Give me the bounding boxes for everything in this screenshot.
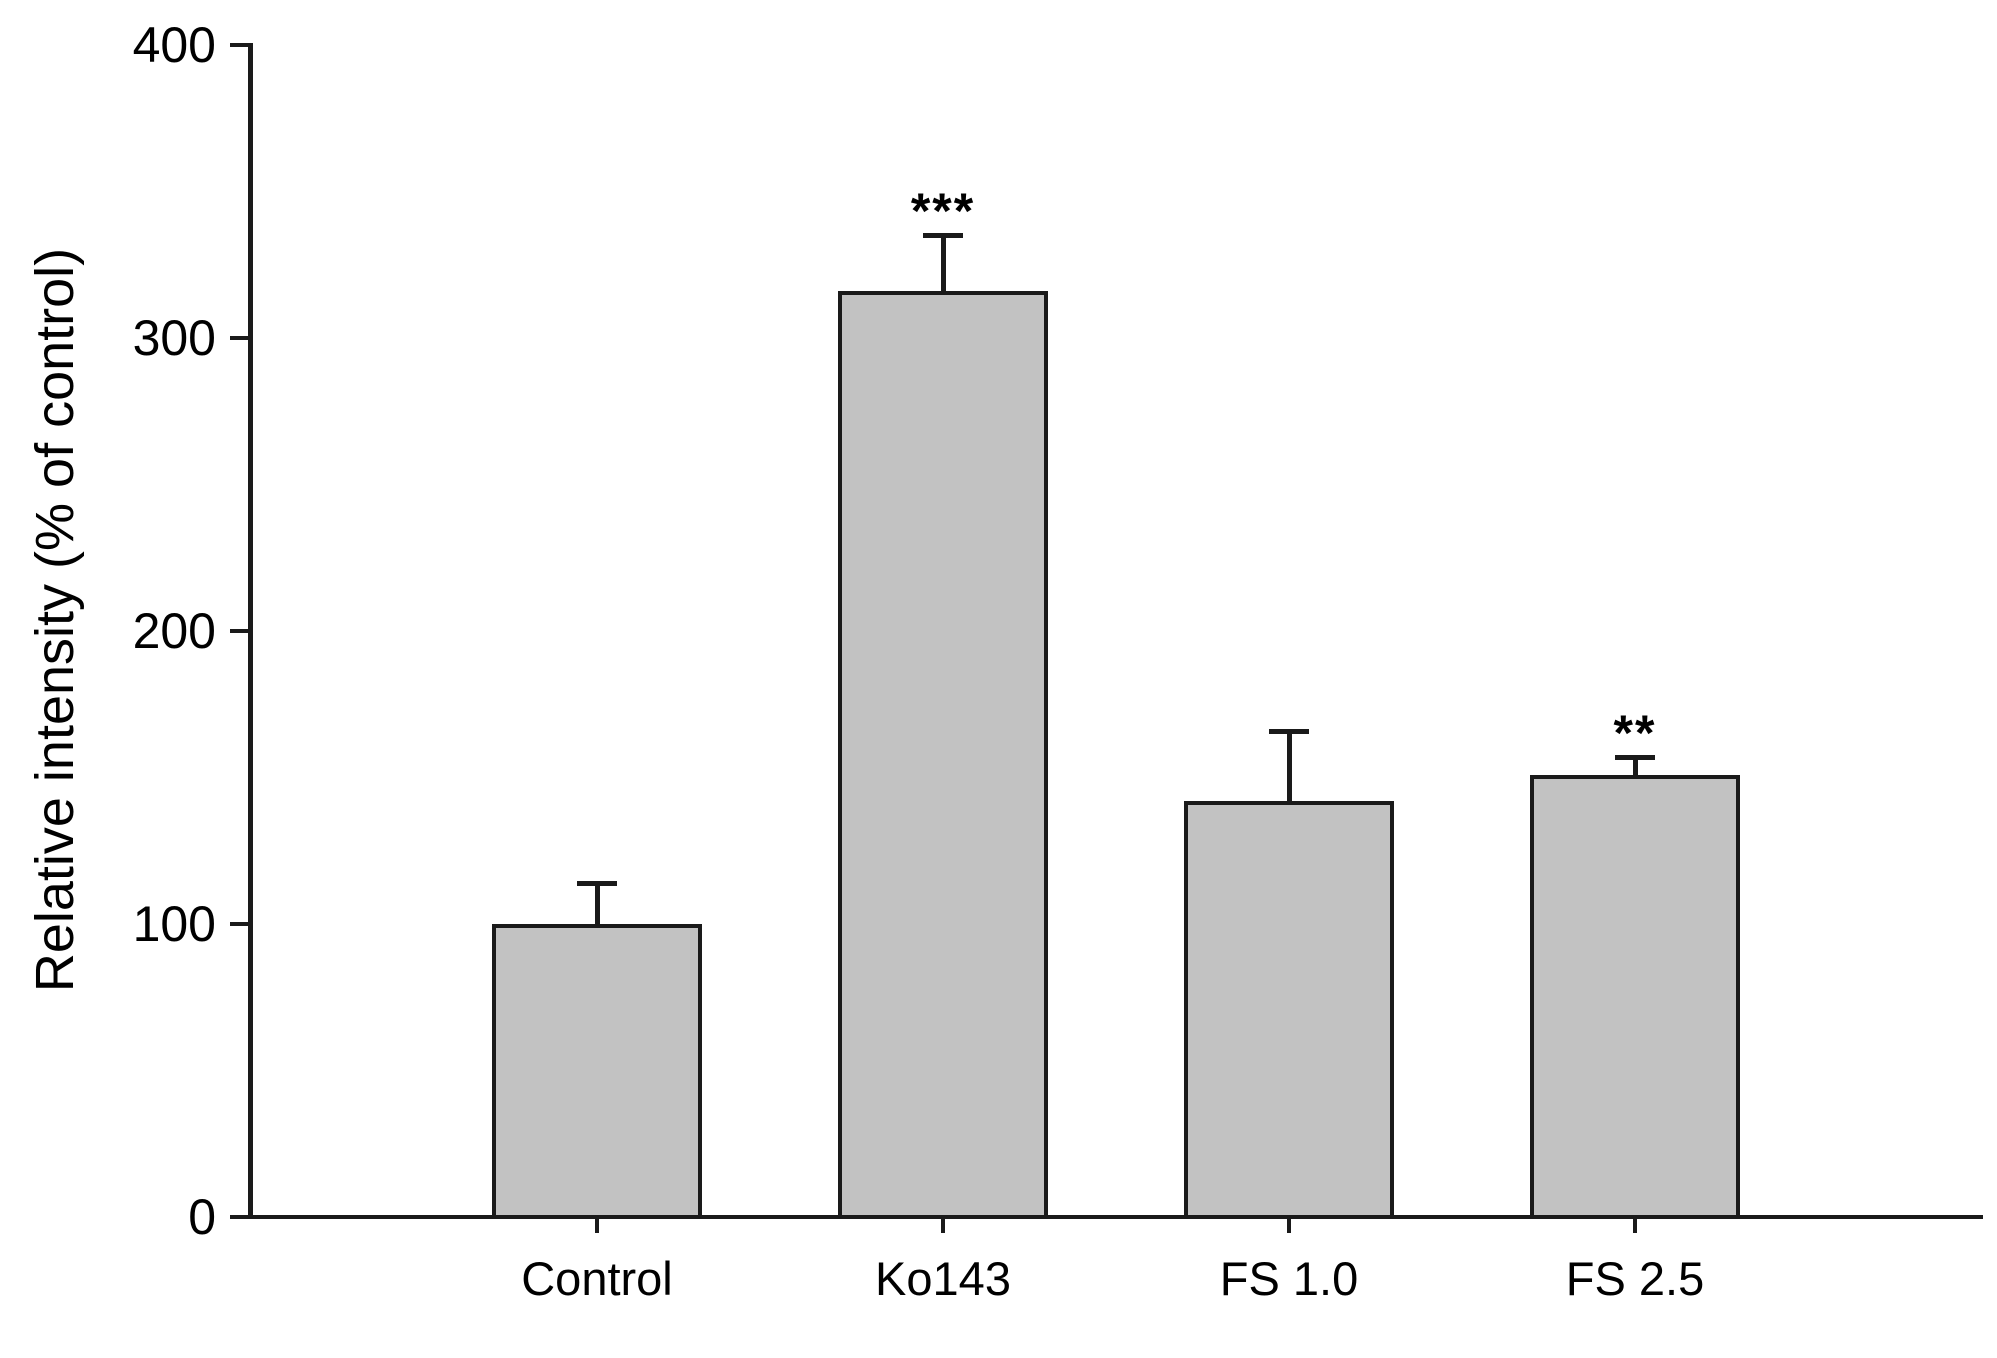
y-tick xyxy=(230,922,250,926)
category-label: Ko143 xyxy=(875,1252,1011,1305)
error-bar-cap xyxy=(1269,729,1309,734)
category-label: FS 2.5 xyxy=(1565,1252,1705,1305)
bar xyxy=(1184,801,1394,1219)
y-axis-line xyxy=(248,43,253,1219)
x-tick xyxy=(1287,1217,1291,1233)
y-tick-label: 0 xyxy=(188,1189,216,1245)
category-label: FS 1.0 xyxy=(1219,1252,1359,1305)
y-tick xyxy=(230,629,250,633)
x-tick xyxy=(1633,1217,1637,1233)
significance-label: ** xyxy=(1613,705,1657,761)
y-tick xyxy=(230,336,250,340)
y-tick xyxy=(230,43,250,47)
y-tick-label: 200 xyxy=(132,603,216,659)
x-tick xyxy=(595,1217,599,1233)
y-tick-label: 400 xyxy=(132,17,216,73)
error-bar-line xyxy=(941,235,946,291)
y-tick xyxy=(230,1215,250,1219)
error-bar-line xyxy=(595,883,600,924)
error-bar-cap xyxy=(923,233,963,238)
error-bar-cap xyxy=(1615,755,1655,760)
category-label: Control xyxy=(521,1252,673,1305)
y-tick-label: 300 xyxy=(132,310,216,366)
bar xyxy=(492,924,702,1219)
x-axis-line xyxy=(248,1215,1983,1219)
error-bar-cap xyxy=(577,881,617,886)
error-bar-line xyxy=(1287,731,1292,801)
bar xyxy=(1530,775,1740,1219)
y-tick-label: 100 xyxy=(132,896,216,952)
x-tick xyxy=(941,1217,945,1233)
bar xyxy=(838,291,1048,1219)
error-bar-line xyxy=(1633,757,1638,775)
significance-label: *** xyxy=(910,183,976,239)
